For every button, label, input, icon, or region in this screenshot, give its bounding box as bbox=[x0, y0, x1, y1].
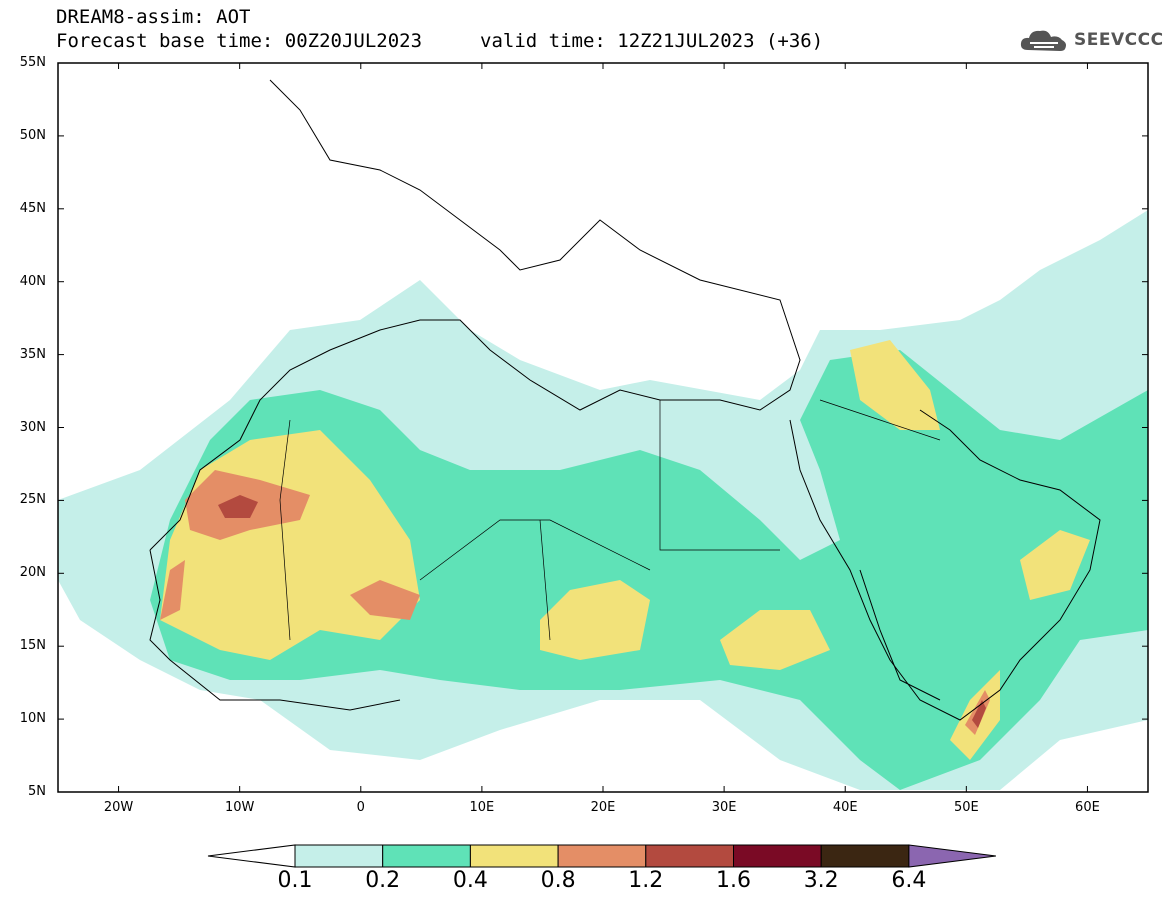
colorbar-label: 1.6 bbox=[716, 868, 751, 893]
lon-label: 10E bbox=[469, 800, 495, 815]
lon-label: 30E bbox=[711, 800, 737, 815]
aot-band-0.4e bbox=[1020, 530, 1090, 600]
coastlines bbox=[149, 79, 1101, 721]
borders bbox=[279, 399, 941, 641]
colorbar-label: 0.2 bbox=[365, 868, 401, 893]
colorbar-swatch bbox=[294, 844, 384, 868]
lat-label: 40N bbox=[19, 273, 46, 289]
lon-label: 60E bbox=[1075, 800, 1100, 815]
lat-label: 30N bbox=[19, 419, 46, 435]
colorbar-label: 1.2 bbox=[628, 868, 664, 893]
lat-label: 20N bbox=[19, 565, 46, 581]
seevccc-logo: SEEVCCC bbox=[1018, 24, 1164, 56]
lat-label: 10N bbox=[19, 711, 46, 727]
aot-band-1.2 bbox=[218, 495, 258, 518]
aot-band-0.4c bbox=[720, 610, 830, 670]
colorbar-label: 0.1 bbox=[277, 868, 313, 893]
colorbar-label: 3.2 bbox=[803, 868, 839, 893]
aot-band-0.8c bbox=[160, 560, 185, 620]
lat-label: 25N bbox=[19, 492, 46, 508]
lon-label: 10W bbox=[224, 800, 255, 815]
aot-band-1.2b bbox=[972, 700, 986, 728]
aot-band-0.2 bbox=[150, 350, 1148, 790]
colorbar-under-triangle bbox=[207, 844, 296, 868]
map-ticks bbox=[58, 62, 1148, 793]
colorbar-swatch bbox=[645, 844, 734, 868]
forecast-base-time: Forecast base time: 00Z20JUL2023 bbox=[56, 30, 423, 52]
lon-label: 0 bbox=[356, 800, 365, 815]
colorbar-label: 6.4 bbox=[891, 868, 927, 893]
colorbar-label: 0.4 bbox=[452, 868, 488, 893]
lat-label: 15N bbox=[19, 638, 46, 654]
cloud-icon bbox=[1020, 30, 1066, 51]
colorbar-over-triangle bbox=[908, 844, 996, 868]
aot-band-0.8b bbox=[350, 580, 420, 620]
logo-text: SEEVCCC bbox=[1074, 30, 1164, 50]
lon-label: 20E bbox=[590, 800, 616, 815]
lat-label: 45N bbox=[19, 200, 46, 216]
colorbar-swatch bbox=[469, 844, 559, 868]
colorbar-swatch bbox=[733, 844, 822, 868]
lat-label: 35N bbox=[19, 346, 46, 362]
aot-band-0.4d bbox=[850, 340, 940, 430]
lat-label: 5N bbox=[28, 784, 46, 799]
lat-label: 50N bbox=[19, 127, 46, 143]
aot-band-0.4b bbox=[540, 580, 650, 660]
aot-field bbox=[58, 210, 1148, 790]
lat-label: 55N bbox=[19, 55, 46, 70]
colorbar-swatch bbox=[382, 844, 471, 868]
map-title: DREAM8-assim: AOT bbox=[56, 6, 251, 28]
colorbar-swatch bbox=[557, 844, 647, 868]
colorbar-label: 0.8 bbox=[540, 868, 576, 893]
valid-time: valid time: 12Z21JUL2023 (+36) bbox=[480, 30, 824, 52]
lon-label: 40E bbox=[832, 800, 858, 815]
lon-label: 50E bbox=[953, 800, 979, 815]
lon-label: 20W bbox=[103, 800, 134, 815]
colorbar-swatch bbox=[820, 844, 910, 868]
